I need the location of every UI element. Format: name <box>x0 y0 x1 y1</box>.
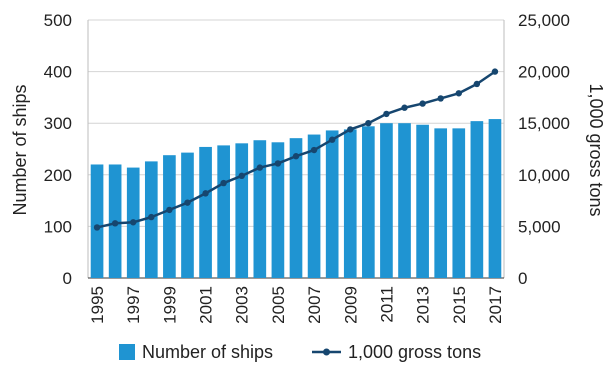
x-tick-label: 2009 <box>341 286 360 324</box>
y-right-tick-label: 0 <box>518 269 527 288</box>
tons-point-2012 <box>401 104 408 111</box>
x-tick-label: 2005 <box>269 286 288 324</box>
tons-point-2003 <box>238 172 245 180</box>
tons-point-2001 <box>202 190 209 197</box>
tons-point-2000 <box>184 199 191 206</box>
x-axis: 1995 1997 1999 2001 2003 2005 2007 2009 2011 2013… <box>88 286 505 324</box>
bar-2009 <box>343 129 357 278</box>
y-left-tick-label: 100 <box>44 217 72 236</box>
bar-1995 <box>90 164 104 278</box>
bar-2002 <box>217 145 230 278</box>
bar-2007 <box>307 134 321 278</box>
x-tick-label: 1995 <box>88 286 107 324</box>
tons-point-2015 <box>455 90 462 97</box>
line-series-tons <box>93 68 499 231</box>
tons-point-1998 <box>148 213 155 221</box>
bar-2015 <box>452 128 466 278</box>
bar-2011 <box>380 123 393 278</box>
bar-2016 <box>470 121 484 278</box>
tons-point-2008 <box>328 136 336 143</box>
x-tick-label: 2013 <box>414 286 433 324</box>
legend-swatch-ships <box>119 344 135 360</box>
tons-point-2004 <box>256 164 264 171</box>
x-tick-label: 2003 <box>233 286 252 324</box>
y-axis-right-title: 1,000 gross tons <box>586 83 606 216</box>
y-left-tick-label: 300 <box>44 114 72 133</box>
tons-point-2017 <box>491 68 499 75</box>
x-tick-label: 1999 <box>160 286 179 324</box>
tons-point-2013 <box>419 100 426 107</box>
bar-2003 <box>235 143 249 278</box>
tons-point-2002 <box>220 179 227 187</box>
bar-2004 <box>253 140 267 278</box>
bar-1999 <box>163 155 176 278</box>
y-left-tick-label: 500 <box>44 11 72 30</box>
y-left-tick-label: 200 <box>44 166 72 185</box>
bar-2013 <box>416 124 429 278</box>
bar-2017 <box>488 119 502 279</box>
bar-2014 <box>434 128 448 278</box>
tons-point-2007 <box>310 146 318 154</box>
y-right-tick-label: 10,000 <box>518 166 570 185</box>
y-axis-left-title: Number of ships <box>10 84 30 215</box>
bar-2001 <box>199 146 212 278</box>
y-right-tick-label: 25,000 <box>518 11 570 30</box>
x-tick-label: 2015 <box>450 286 469 324</box>
tons-point-2009 <box>347 126 354 133</box>
bar-2008 <box>325 130 339 278</box>
bar-2005 <box>271 142 285 278</box>
x-tick-label: 2007 <box>305 286 324 324</box>
tons-point-1995 <box>93 224 101 231</box>
y-right-tick-label: 5,000 <box>518 217 561 236</box>
tons-point-1996 <box>111 220 119 227</box>
bar-series-ships <box>90 119 502 279</box>
legend-label-tons: 1,000 gross tons <box>348 342 481 362</box>
legend: Number of ships 1,000 gross tons <box>119 342 481 362</box>
tons-point-2005 <box>274 160 282 167</box>
y-axis-left: 0 100 200 300 400 500 <box>44 11 72 288</box>
bar-2006 <box>289 138 303 278</box>
y-right-tick-label: 15,000 <box>518 114 570 133</box>
legend-swatch-tons-marker <box>323 348 330 356</box>
tons-point-2014 <box>437 95 444 102</box>
tons-point-2011 <box>383 110 390 118</box>
x-tick-label: 2001 <box>197 286 216 324</box>
tons-point-2006 <box>292 153 300 160</box>
bar-2010 <box>362 126 375 279</box>
y-right-tick-label: 20,000 <box>518 63 570 82</box>
x-tick-label: 1997 <box>124 286 143 324</box>
y-left-tick-label: 400 <box>44 63 72 82</box>
tons-point-2010 <box>365 120 372 127</box>
tons-point-2016 <box>473 80 481 88</box>
tons-point-1997 <box>130 219 137 226</box>
tons-point-1999 <box>166 206 173 214</box>
legend-label-ships: Number of ships <box>142 342 273 362</box>
y-axis-right: 0 5,000 10,000 15,000 20,000 25,000 <box>518 11 570 288</box>
bar-2000 <box>181 152 194 278</box>
bar-2012 <box>398 123 411 278</box>
x-tick-label: 2011 <box>377 286 396 323</box>
x-tick-label: 2017 <box>486 286 505 324</box>
y-left-tick-label: 0 <box>63 269 72 288</box>
